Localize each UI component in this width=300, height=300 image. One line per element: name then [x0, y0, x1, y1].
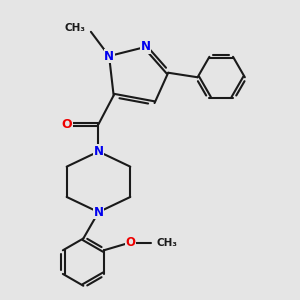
Text: N: N: [94, 206, 103, 219]
Text: CH₃: CH₃: [64, 23, 86, 33]
Text: O: O: [61, 118, 72, 131]
Text: N: N: [140, 40, 151, 53]
Text: N: N: [104, 50, 114, 63]
Text: O: O: [125, 236, 135, 249]
Text: CH₃: CH₃: [157, 238, 178, 248]
Text: N: N: [94, 145, 103, 158]
